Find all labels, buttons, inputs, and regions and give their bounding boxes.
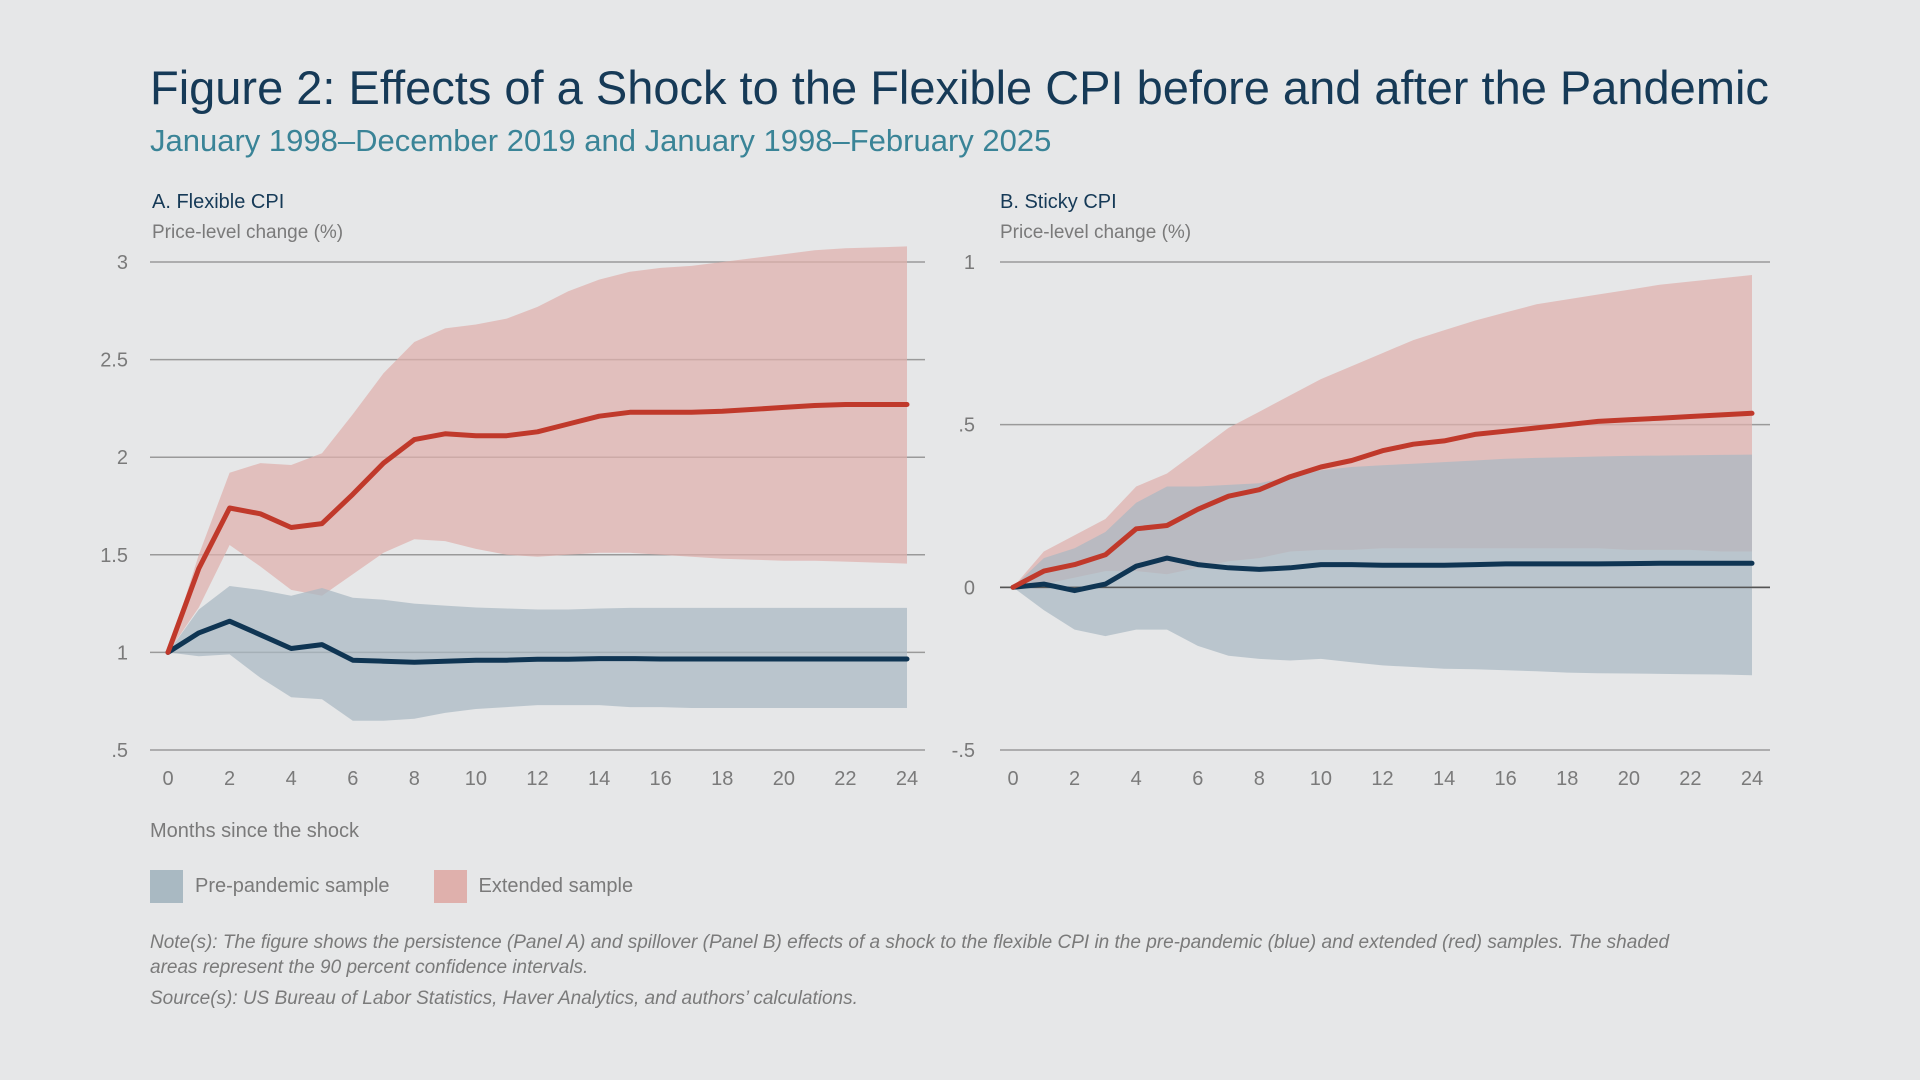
panel-b-xtick-label: 4 (1131, 768, 1142, 790)
panel-b-xtick-label: 0 (1007, 768, 1018, 790)
panel-b-xtick-label: 10 (1310, 768, 1332, 790)
panel-b-ylabel: Price-level change (%) (1000, 222, 1191, 243)
legend-label-extended: Extended sample (478, 875, 634, 897)
panel-a-xtick-label: 14 (588, 768, 610, 790)
figure-note: Note(s): The figure shows the persistenc… (150, 932, 1670, 978)
panel-b-ytick-label: .5 (958, 415, 975, 437)
figure-charts: A. Flexible CPI Price-level change (%) .5 1… (100, 191, 1770, 790)
panel-a-band-extended (168, 246, 907, 653)
panel-b-xtick-label: 2 (1069, 768, 1080, 790)
panel-a-xtick-label: 8 (409, 768, 420, 790)
panel-a-xtick-label: 2 (224, 768, 235, 790)
panel-b-line-extended (1010, 410, 1755, 590)
x-axis-title: Months since the shock (150, 820, 359, 842)
panel-b-xtick-label: 14 (1433, 768, 1455, 790)
legend-label-pre-pandemic: Pre-pandemic sample (195, 875, 390, 897)
panel-a-ylabel: Price-level change (%) (152, 222, 343, 243)
panel-a-ytick-label: 1 (117, 642, 128, 664)
panel-b-xtick-label: 18 (1556, 768, 1578, 790)
panel-a-xtick-label: 4 (286, 768, 297, 790)
panel-b-xtick-label: 6 (1192, 768, 1203, 790)
panel-a-xtick-label: 22 (834, 768, 856, 790)
panel-a-xtick-label: 6 (347, 768, 358, 790)
panel-a-xtick-label: 18 (711, 768, 733, 790)
panel-b: B. Sticky CPI Price-level change (%) -.5 0.… (952, 191, 1770, 790)
panel-a-ytick-label: .5 (111, 740, 128, 762)
panel-b-title: B. Sticky CPI (1000, 191, 1117, 213)
panel-a: A. Flexible CPI Price-level change (%) .5 1… (100, 191, 925, 790)
panel-a-xtick-label: 0 (162, 768, 173, 790)
panel-a-band-pre-pandemic (168, 586, 907, 721)
panel-a-ytick-label: 2 (117, 447, 128, 469)
panel-a-xtick-label: 24 (896, 768, 918, 790)
panel-b-xtick-label: 20 (1618, 768, 1640, 790)
panel-a-ytick-label: 3 (117, 252, 128, 274)
panel-b-xtick-label: 12 (1371, 768, 1393, 790)
panel-a-line-extended (165, 402, 910, 655)
figure-title: Figure 2: Effects of a Shock to the Flex… (150, 61, 1769, 114)
figure-source: Source(s): US Bureau of Labor Statistics… (150, 988, 858, 1009)
panel-b-xtick-label: 24 (1741, 768, 1763, 790)
legend-item-extended: Extended sample (433, 870, 634, 903)
panel-a-xtick-label: 12 (526, 768, 548, 790)
figure-subtitle: January 1998–December 2019 and January 1… (150, 123, 1052, 158)
panel-a-xtick-label: 10 (465, 768, 487, 790)
panel-b-ytick-label: 0 (964, 577, 975, 599)
panel-a-ytick-label: 2.5 (100, 350, 128, 372)
panel-a-xtick-label: 16 (650, 768, 672, 790)
legend: Pre-pandemic sample Extended sample (150, 870, 677, 903)
panel-b-ytick-label: -.5 (952, 740, 975, 762)
panel-b-line-pre-pandemic (1010, 555, 1755, 594)
panel-a-xtick-label: 20 (773, 768, 795, 790)
legend-item-pre-pandemic: Pre-pandemic sample (150, 870, 390, 903)
panel-b-ytick-label: 1 (964, 252, 975, 274)
panel-b-xtick-label: 22 (1679, 768, 1701, 790)
panel-b-xtick-label: 16 (1495, 768, 1517, 790)
legend-swatch-pre-pandemic (150, 870, 183, 903)
panel-b-xtick-label: 8 (1254, 768, 1265, 790)
panel-a-title: A. Flexible CPI (152, 191, 284, 213)
panel-a-line-pre-pandemic (165, 618, 910, 665)
panel-a-ytick-label: 1.5 (100, 545, 128, 567)
legend-swatch-extended (433, 870, 467, 903)
